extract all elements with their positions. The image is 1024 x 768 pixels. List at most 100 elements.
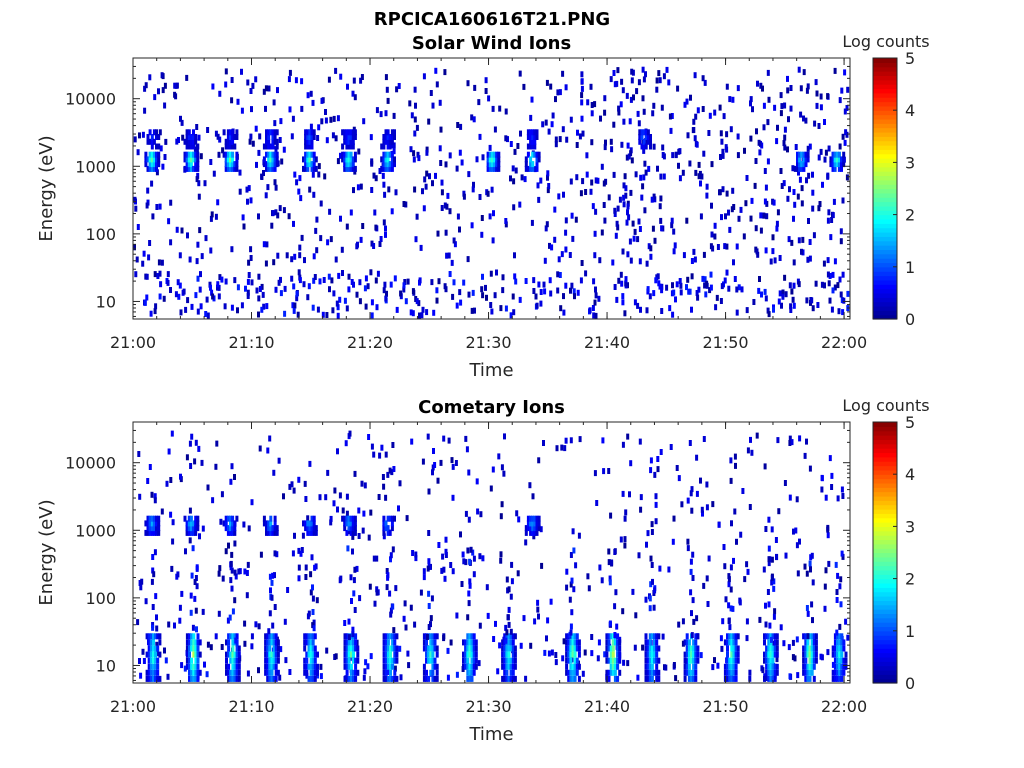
heatmap-cell bbox=[472, 645, 476, 652]
heatmap-cell bbox=[711, 664, 715, 671]
heatmap-cell bbox=[449, 639, 453, 646]
heatmap-cell bbox=[526, 134, 530, 140]
heatmap-cell bbox=[657, 657, 661, 664]
heatmap-cell bbox=[156, 675, 160, 682]
heatmap-cell bbox=[804, 639, 808, 646]
heatmap-cell bbox=[331, 132, 335, 139]
heatmap-cell bbox=[149, 651, 153, 658]
heatmap-cell bbox=[148, 138, 152, 145]
heatmap-cell bbox=[613, 549, 617, 555]
heatmap-cell bbox=[729, 457, 733, 464]
heatmap-cell bbox=[295, 295, 299, 302]
heatmap-cell bbox=[279, 276, 282, 283]
heatmap-cell bbox=[730, 663, 734, 670]
heatmap-cell bbox=[470, 669, 474, 676]
heatmap-cell bbox=[529, 129, 533, 136]
heatmap-cell bbox=[464, 657, 468, 664]
heatmap-cell bbox=[282, 207, 286, 214]
heatmap-cell bbox=[275, 551, 279, 558]
heatmap-cell bbox=[308, 520, 312, 527]
heatmap-cell bbox=[407, 662, 411, 669]
heatmap-cell bbox=[537, 515, 541, 522]
heatmap-cell bbox=[622, 659, 626, 666]
heatmap-cell bbox=[190, 645, 194, 652]
heatmap-cell bbox=[723, 639, 727, 646]
heatmap-cell bbox=[492, 636, 496, 642]
heatmap-cell bbox=[652, 290, 656, 297]
heatmap-cell bbox=[567, 645, 571, 652]
heatmap-cell bbox=[352, 639, 355, 646]
heatmap-cell bbox=[260, 173, 264, 180]
heatmap-cell bbox=[543, 257, 547, 264]
heatmap-cell bbox=[414, 555, 418, 562]
heatmap-cell bbox=[560, 251, 564, 258]
heatmap-cell bbox=[710, 231, 714, 238]
heatmap-cell bbox=[466, 633, 470, 640]
heatmap-cell bbox=[642, 129, 646, 136]
heatmap-cell bbox=[360, 480, 364, 487]
heatmap-cell bbox=[687, 669, 691, 676]
heatmap-cell bbox=[648, 657, 652, 664]
heatmap-cell bbox=[346, 545, 350, 552]
heatmap-cell bbox=[529, 134, 533, 140]
heatmap-cell bbox=[769, 663, 773, 670]
heatmap-cell bbox=[840, 161, 843, 168]
heatmap-cell bbox=[554, 652, 558, 658]
heatmap-cell bbox=[446, 647, 450, 654]
heatmap-cell bbox=[683, 675, 687, 682]
heatmap-cell bbox=[633, 228, 637, 235]
heatmap-cell bbox=[345, 223, 349, 230]
colorbar-segment bbox=[873, 582, 897, 588]
heatmap-cell bbox=[609, 512, 613, 519]
heatmap-cell bbox=[267, 85, 271, 92]
heatmap-cell bbox=[531, 134, 535, 140]
heatmap-cell bbox=[725, 83, 729, 90]
heatmap-cell bbox=[841, 271, 845, 278]
heatmap-cell bbox=[511, 675, 515, 682]
heatmap-cell bbox=[266, 184, 270, 191]
colorbar-segment bbox=[873, 84, 897, 90]
heatmap-cell bbox=[262, 303, 266, 310]
heatmap-cell bbox=[339, 73, 343, 80]
heatmap-cell bbox=[179, 115, 182, 122]
heatmap-cell bbox=[384, 657, 388, 664]
heatmap-cell bbox=[724, 213, 727, 220]
heatmap-cell bbox=[169, 239, 173, 246]
heatmap-cell bbox=[489, 270, 493, 277]
heatmap-cell bbox=[347, 515, 351, 522]
heatmap-cell bbox=[187, 165, 191, 172]
heatmap-cell bbox=[347, 161, 351, 168]
heatmap-cell bbox=[154, 669, 158, 676]
heatmap-cell bbox=[161, 87, 165, 94]
heatmap-cell bbox=[580, 92, 584, 99]
heatmap-cell bbox=[621, 87, 625, 94]
heatmap-cell bbox=[282, 493, 285, 500]
heatmap-cell bbox=[809, 566, 812, 573]
colorbar-segment bbox=[873, 245, 897, 250]
colorbar-tick-label: 0 bbox=[905, 674, 915, 693]
heatmap-cell bbox=[293, 302, 297, 309]
heatmap-cell bbox=[533, 143, 537, 150]
heatmap-cell bbox=[623, 542, 627, 549]
heatmap-cell bbox=[233, 663, 237, 670]
heatmap-cell bbox=[431, 651, 435, 658]
heatmap-cell bbox=[313, 564, 317, 571]
heatmap-cell bbox=[470, 222, 474, 229]
heatmap-cell bbox=[345, 651, 349, 658]
heatmap-cell bbox=[833, 633, 837, 640]
heatmap-cell bbox=[690, 610, 693, 617]
heatmap-cell bbox=[250, 633, 254, 640]
heatmap-cell bbox=[316, 306, 320, 313]
colorbar-segment bbox=[873, 266, 897, 272]
heatmap-cell bbox=[679, 282, 683, 289]
heatmap-cell bbox=[571, 651, 575, 658]
colorbar-segment bbox=[873, 262, 897, 268]
heatmap-cell bbox=[429, 669, 433, 676]
heatmap-cell bbox=[149, 639, 153, 646]
heatmap-cell bbox=[306, 92, 310, 99]
heatmap-cell bbox=[789, 303, 793, 310]
heatmap-cell bbox=[389, 651, 392, 658]
heatmap-cell bbox=[501, 663, 505, 670]
heatmap-cell bbox=[136, 149, 140, 156]
heatmap-cell bbox=[458, 289, 462, 296]
